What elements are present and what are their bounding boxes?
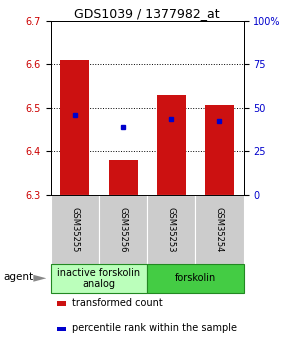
Polygon shape bbox=[33, 275, 46, 282]
Bar bbox=[57, 327, 66, 331]
Bar bbox=[108, 160, 137, 195]
Bar bbox=[147, 195, 195, 264]
Bar bbox=[99, 195, 147, 264]
Text: GSM35254: GSM35254 bbox=[215, 207, 224, 252]
Text: GSM35253: GSM35253 bbox=[167, 207, 176, 252]
Bar bbox=[147, 264, 244, 293]
Bar bbox=[157, 95, 186, 195]
Bar bbox=[195, 195, 244, 264]
Text: GSM35255: GSM35255 bbox=[70, 207, 79, 252]
Bar bbox=[51, 195, 99, 264]
Text: agent: agent bbox=[3, 272, 33, 282]
Text: transformed count: transformed count bbox=[72, 298, 162, 308]
Bar bbox=[57, 302, 66, 306]
Bar bbox=[51, 264, 147, 293]
Text: forskolin: forskolin bbox=[175, 274, 216, 284]
Bar bbox=[60, 60, 89, 195]
Text: GSM35256: GSM35256 bbox=[119, 207, 128, 252]
Title: GDS1039 / 1377982_at: GDS1039 / 1377982_at bbox=[74, 7, 220, 20]
Bar bbox=[205, 106, 234, 195]
Text: inactive forskolin
analog: inactive forskolin analog bbox=[57, 268, 141, 289]
Text: percentile rank within the sample: percentile rank within the sample bbox=[72, 323, 237, 333]
